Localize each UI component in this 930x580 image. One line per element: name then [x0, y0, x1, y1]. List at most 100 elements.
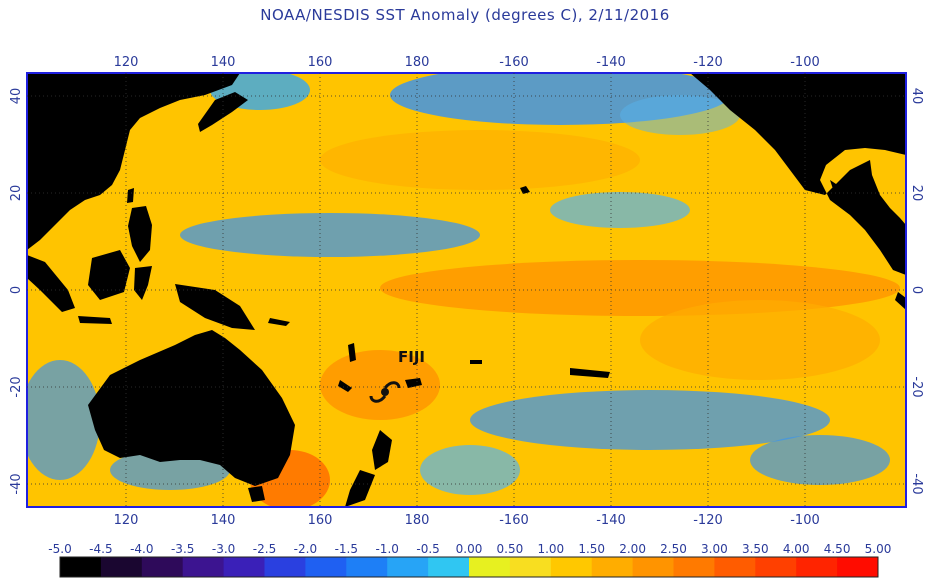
colorbar-frame	[59, 556, 879, 578]
lat-label-right-0: 0	[909, 286, 924, 294]
lat-label-right-20: 20	[909, 185, 924, 202]
lon-label-bottom-140: 140	[211, 513, 236, 528]
lon-label-bottom-120: 120	[114, 513, 139, 528]
colorbar-swatch	[100, 557, 143, 577]
colorbar-swatch	[387, 557, 429, 577]
land-french-polynesia	[570, 368, 610, 378]
lon-label-top-140: 140	[211, 55, 236, 70]
lat-label-right-m20: -20	[909, 376, 924, 397]
colorbar-tick-label: 4.50	[823, 542, 851, 556]
cool-band-north-equatorial	[180, 213, 480, 257]
colorbar-tick-label: -0.5	[416, 542, 440, 556]
colorbar-tick-label: -3.5	[170, 542, 195, 556]
colorbar-tick-label: -1.0	[375, 542, 399, 556]
lon-label-bottom-m100: -100	[790, 513, 820, 528]
colorbar-swatch	[755, 557, 797, 577]
lat-label-left-20: 20	[9, 185, 24, 202]
colorbar-swatch	[264, 557, 306, 577]
colorbar-tick-label: 0.00	[455, 542, 483, 556]
gridlines	[27, 73, 906, 507]
land-borneo	[88, 250, 130, 300]
colorbar-tick-label: 4.00	[782, 542, 810, 556]
lat-label-left-m20: -20	[9, 376, 24, 397]
colorbar-swatch	[591, 557, 634, 577]
colorbar-swatch	[305, 557, 347, 577]
land-australia	[88, 330, 295, 486]
land-taiwan	[127, 188, 134, 203]
colorbar-swatch	[346, 557, 388, 577]
lon-label-bottom-m120: -120	[693, 513, 723, 528]
cyclone-icon	[369, 381, 401, 403]
map-title: NOAA/NESDIS SST Anomaly (degrees C), 2/1…	[260, 6, 670, 24]
lat-label-left-m40: -40	[9, 473, 24, 494]
colorbar	[59, 556, 879, 578]
colorbar-tick-label: 5.00	[864, 542, 892, 556]
land-sumatra	[27, 255, 75, 312]
land-solomon	[268, 318, 290, 326]
warm-patch-northwest-pacific	[320, 130, 640, 190]
colorbar-tick-label: -4.5	[89, 542, 113, 556]
colorbar-tick-label: -5.0	[48, 542, 72, 556]
colorbar-tick-label: -1.5	[334, 542, 359, 556]
colorbar-tick-label: -2.0	[293, 542, 318, 556]
cool-patch-gulf-of-alaska	[620, 95, 740, 135]
lon-label-bottom-160: 160	[308, 513, 333, 528]
lon-label-bottom-m140: -140	[596, 513, 626, 528]
lon-label-top-160: 160	[308, 55, 333, 70]
colorbar-tick-label: -4.0	[130, 542, 154, 556]
land-new-guinea	[175, 284, 255, 330]
lat-label-right-m40: -40	[909, 473, 924, 494]
colorbar-swatch	[837, 557, 879, 577]
land-samoa	[470, 360, 482, 364]
colorbar-tick-label: 3.00	[701, 542, 728, 556]
land-fiji	[405, 378, 422, 388]
lat-label-left-0: 0	[9, 286, 24, 294]
colorbar-swatch	[796, 557, 838, 577]
land-hawaii	[520, 186, 530, 194]
land-north-america	[690, 73, 906, 275]
land-vanuatu	[348, 343, 356, 362]
land-tasmania	[248, 486, 265, 502]
land-sulawesi	[134, 266, 152, 300]
colorbar-swatch	[223, 557, 265, 577]
colorbar-swatch	[428, 557, 470, 577]
colorbar-swatch	[550, 557, 593, 577]
lon-label-bottom-m160: -160	[499, 513, 529, 528]
lon-label-top-120: 120	[114, 55, 139, 70]
colorbar-tick-label: 0.50	[496, 542, 524, 556]
fiji-label: FIJI	[398, 348, 425, 366]
cool-patch-south-central	[420, 445, 520, 495]
land-new-caledonia	[338, 380, 352, 392]
colorbar-swatch	[714, 557, 756, 577]
colorbar-swatch	[632, 557, 674, 577]
colorbar-tick-label: -2.5	[252, 542, 277, 556]
warm-patch-south-pacific	[320, 350, 440, 420]
colorbar-swatch	[182, 557, 225, 577]
lon-label-top-m120: -120	[693, 55, 723, 70]
land-java	[78, 316, 112, 324]
lat-label-left-40: 40	[9, 88, 24, 105]
colorbar-tick-label: 1.00	[537, 542, 565, 556]
land-philippines	[128, 206, 152, 262]
land-japan	[198, 92, 248, 132]
lon-label-top-m100: -100	[790, 55, 820, 70]
land-new-zealand-south	[345, 470, 375, 507]
colorbar-swatch	[469, 557, 511, 577]
cool-patch-indian-ocean	[27, 360, 100, 480]
colorbar-tick-label: -3.0	[211, 542, 236, 556]
lat-label-right-40: 40	[909, 88, 924, 105]
colorbar-swatch	[509, 557, 552, 577]
cool-band-south-pacific	[470, 390, 830, 450]
cool-patch-central-north	[550, 192, 690, 228]
land-new-zealand-north	[372, 430, 392, 470]
lon-label-bottom-180: 180	[405, 513, 430, 528]
colorbar-tick-label: 2.00	[619, 542, 646, 556]
colorbar-swatch	[60, 557, 102, 577]
lon-label-top-m160: -160	[499, 55, 529, 70]
cool-patch-southeast	[750, 435, 890, 485]
colorbar-tick-label: 3.50	[741, 542, 769, 556]
land-baja	[830, 180, 850, 212]
lon-label-top-m140: -140	[596, 55, 626, 70]
land-south-america	[895, 292, 906, 310]
